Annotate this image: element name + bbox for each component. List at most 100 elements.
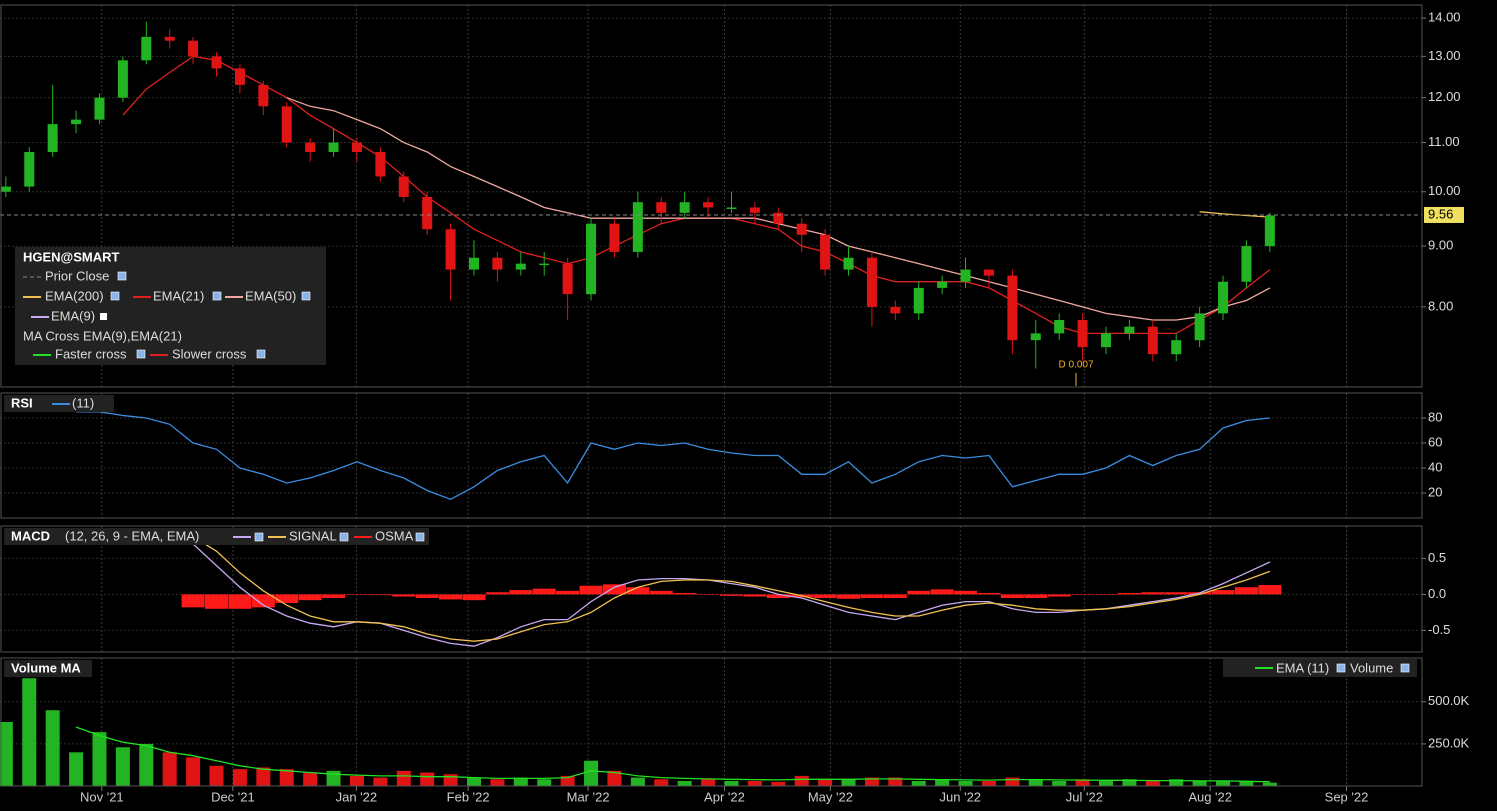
panel-frame: [0, 657, 1423, 787]
bar: [860, 594, 884, 598]
checkbox[interactable]: [136, 349, 146, 359]
checkbox[interactable]: [256, 349, 266, 359]
candle-body: [749, 207, 760, 213]
bar: [864, 777, 879, 786]
candle-body: [47, 124, 58, 153]
series-line: [76, 411, 1270, 501]
legend: HGEN@SMART Prior Close EMA(200) EMA(21) …: [15, 247, 326, 365]
candle-body: [820, 234, 831, 270]
bar: [813, 594, 837, 598]
bar: [977, 592, 1001, 595]
bar: [1028, 779, 1043, 786]
x-tick-label: Jan '22: [336, 789, 378, 804]
bar: [349, 775, 364, 786]
candle-body: [141, 36, 152, 61]
color-box[interactable]: [100, 313, 107, 320]
bar: [719, 594, 743, 596]
x-tick-label: Feb '22: [447, 789, 490, 804]
checkbox[interactable]: [339, 532, 349, 542]
bar: [0, 722, 13, 786]
marks: 9.56: [0, 21, 1464, 786]
y-tick-label: 40: [1428, 459, 1442, 474]
candle-body: [188, 40, 199, 57]
annotation: D 0.007: [1058, 360, 1093, 371]
bar: [256, 767, 271, 786]
bar: [69, 752, 84, 786]
bar: [439, 594, 463, 600]
candle-body: [586, 223, 597, 295]
bar: [677, 780, 692, 786]
candle-body: [1101, 333, 1111, 348]
candle-body: [679, 202, 690, 213]
bar: [162, 752, 177, 786]
x-tick-label: Sep '22: [1325, 789, 1369, 804]
candle-body: [164, 36, 175, 41]
candle-body: [328, 142, 339, 153]
bar: [92, 732, 107, 786]
price-label: 9.56: [1428, 206, 1453, 221]
bar: [747, 780, 762, 786]
checkbox[interactable]: [301, 291, 311, 301]
checkbox[interactable]: [1400, 663, 1410, 673]
checkbox[interactable]: [254, 532, 264, 542]
bar: [888, 777, 903, 786]
bar: [630, 777, 645, 786]
bar: [954, 590, 978, 595]
legend-label: EMA(50): [245, 288, 296, 303]
bar: [186, 757, 201, 786]
checkbox[interactable]: [212, 291, 222, 301]
x-tick-label: Mar '22: [567, 789, 610, 804]
y-tick-label: 13.00: [1428, 48, 1461, 63]
checkbox[interactable]: [415, 532, 425, 542]
candle-body: [1194, 313, 1205, 341]
legend-label: Faster cross: [55, 346, 127, 361]
candle-body: [71, 119, 82, 125]
checkbox[interactable]: [117, 271, 127, 281]
legend-label: EMA (11): [1276, 660, 1329, 675]
bar: [251, 594, 275, 608]
bar: [556, 590, 580, 595]
bar: [1211, 590, 1235, 595]
checkbox[interactable]: [1336, 663, 1346, 673]
bar: [279, 769, 294, 786]
candle-body: [398, 176, 409, 197]
bar: [649, 590, 673, 595]
bar: [907, 590, 931, 595]
candle-body: [445, 229, 456, 270]
candle-body: [843, 257, 854, 270]
legend-box: [1223, 659, 1417, 677]
checkbox[interactable]: [110, 291, 120, 301]
bar: [1005, 777, 1020, 786]
bar: [181, 594, 205, 608]
y-tick-label: 250.0K: [1428, 735, 1470, 750]
bar: [911, 780, 926, 786]
bar: [1145, 780, 1160, 786]
bar: [1000, 594, 1024, 598]
bar: [22, 678, 37, 786]
candle-body: [24, 152, 35, 187]
y-tick-label: 9.00: [1428, 238, 1453, 253]
bar: [513, 777, 528, 786]
y-tick-label: 0.0: [1428, 586, 1446, 601]
x-tick-label: Nov '21: [80, 789, 124, 804]
grid: Nov '21 Dec '21 Jan '22 Feb '22 Mar '22 Apr '…: [0, 5, 1470, 804]
series-line: [75, 726, 1270, 783]
y-tick-label: 10.00: [1428, 183, 1461, 198]
bar: [537, 779, 552, 786]
panel-frame: [0, 525, 1423, 653]
x-tick-label: May '22: [808, 789, 853, 804]
candle-body: [656, 202, 667, 213]
y-tick-label: 12.00: [1428, 89, 1461, 104]
panel-title: Volume MA: [11, 660, 81, 675]
bar: [275, 594, 299, 604]
candle-body: [913, 287, 924, 314]
bar: [701, 779, 716, 786]
y-tick-label: 0.5: [1428, 550, 1446, 565]
bar: [1075, 779, 1090, 786]
candle-body: [1218, 281, 1229, 314]
bar: [1099, 780, 1113, 786]
bar: [935, 779, 950, 786]
bar: [794, 775, 809, 786]
